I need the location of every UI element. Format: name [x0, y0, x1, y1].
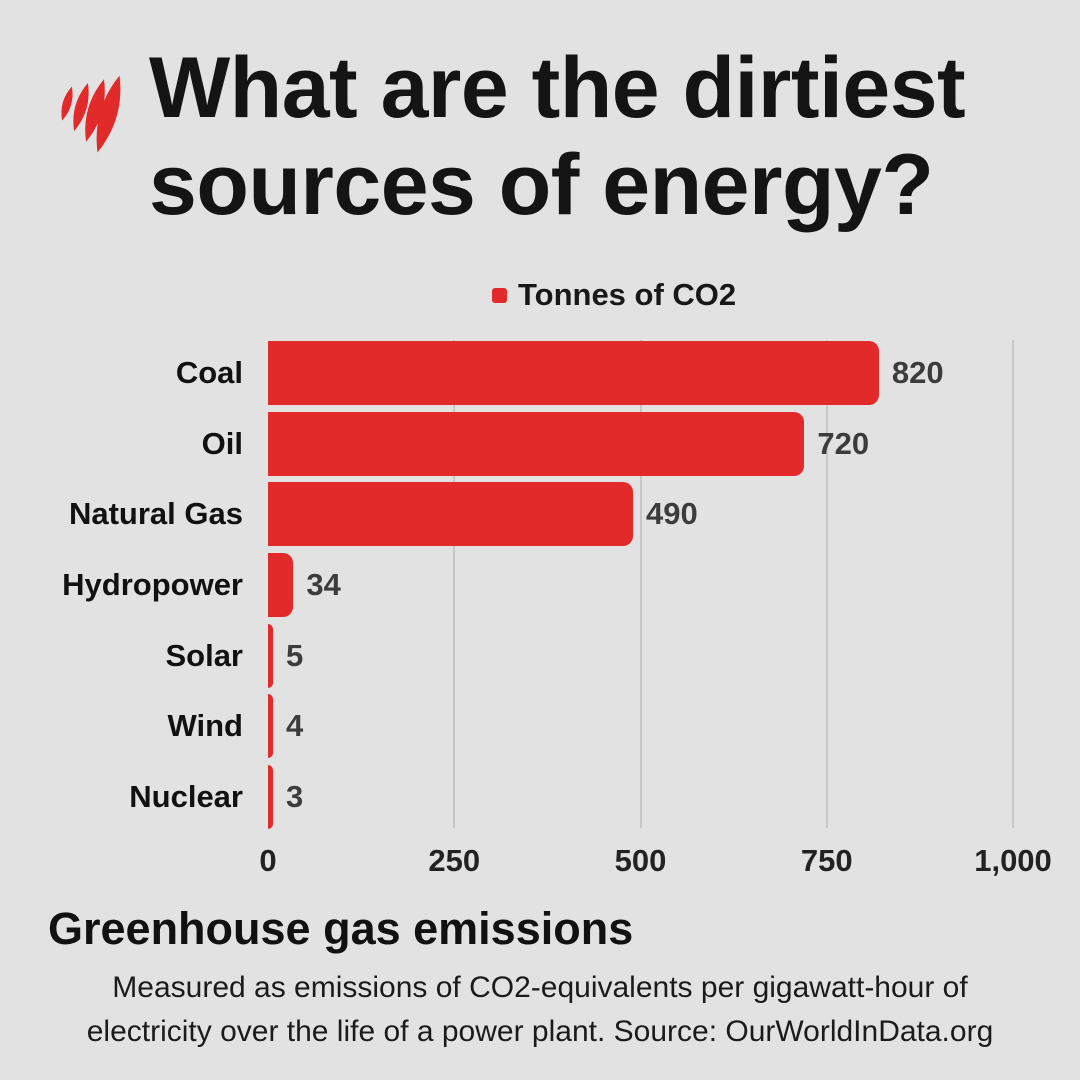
- chart-source-note-line2: electricity over the life of a power pla…: [86, 1015, 994, 1048]
- chart-source-note: Measured as emissions of CO2-equivalents…: [0, 966, 1080, 1054]
- value-label: 720: [817, 425, 870, 461]
- bar-row: Wind 4: [0, 691, 1080, 762]
- sbs-flame-logo-icon: [61, 75, 121, 153]
- bar: [268, 764, 273, 829]
- x-axis-tick-label: 500: [614, 843, 667, 878]
- gridline: [639, 340, 642, 828]
- bar: [268, 623, 273, 688]
- bar: [268, 552, 294, 617]
- category-label: Solar: [165, 637, 243, 673]
- bar-row: Solar 5: [0, 620, 1080, 691]
- chart-legend: Tonnes of CO2: [492, 277, 737, 312]
- bar-row: Oil 720: [0, 409, 1080, 480]
- category-label: Wind: [167, 708, 243, 744]
- gridline: [453, 340, 456, 828]
- gridline: [825, 340, 828, 828]
- x-axis-tick-label: 250: [428, 843, 481, 878]
- page-title-line1: What are the dirtiest: [149, 40, 966, 136]
- legend-marker-icon: [492, 287, 507, 303]
- category-label: Natural Gas: [68, 496, 243, 532]
- x-axis-tick-label: 0: [259, 843, 277, 878]
- chart-source-note-line1: Measured as emissions of CO2-equivalents…: [112, 971, 968, 1004]
- gridline: [1012, 340, 1014, 828]
- value-label: 820: [891, 355, 944, 391]
- category-label: Hydropower: [62, 566, 243, 602]
- value-label: 4: [286, 708, 304, 744]
- page-title: What are the dirtiest sources of energy?: [149, 40, 966, 234]
- bar-row: Hydropower 34: [0, 550, 1080, 621]
- x-axis-tick-label: 1,000: [974, 843, 1052, 878]
- bar-chart: Coal 820 Oil 720 Natural Gas 490 Hydropower 34 S…: [0, 338, 1080, 832]
- page-title-line2: sources of energy?: [149, 137, 934, 233]
- value-label: 5: [286, 637, 304, 673]
- category-label: Oil: [201, 425, 243, 461]
- bar: [268, 411, 805, 476]
- value-label: 34: [306, 566, 341, 602]
- chart-subtitle-heading: Greenhouse gas emissions: [48, 903, 634, 954]
- bar: [268, 482, 634, 547]
- category-label: Nuclear: [129, 778, 243, 814]
- category-label: Coal: [175, 355, 243, 391]
- bar-row: Natural Gas 490: [0, 479, 1080, 550]
- value-label: 490: [646, 496, 698, 532]
- bar: [268, 341, 879, 406]
- bar-row: Coal 820: [0, 338, 1080, 409]
- legend-label: Tonnes of CO2: [518, 277, 737, 312]
- value-label: 3: [286, 778, 304, 814]
- bar-row: Nuclear 3: [0, 761, 1080, 832]
- x-axis-tick-label: 750: [800, 843, 853, 878]
- bar: [268, 694, 273, 759]
